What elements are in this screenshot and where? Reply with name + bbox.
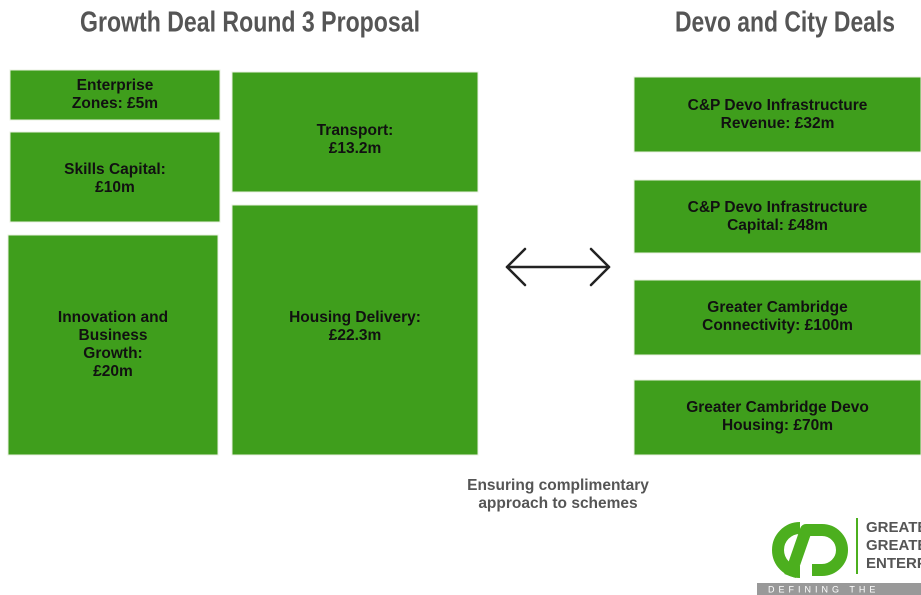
box — [7, 234, 219, 456]
box-text: £22.3m — [329, 327, 382, 344]
box-text: £10m — [95, 179, 135, 196]
box-text: Revenue: £32m — [721, 115, 835, 132]
box-text: £20m — [93, 363, 133, 380]
box-text: Transport: — [317, 122, 394, 139]
box-text: Innovation and — [58, 309, 168, 326]
box-text: Greater Cambridge Devo — [686, 399, 869, 416]
box-text: Zones: £5m — [72, 95, 158, 112]
logo-text: GREATER — [866, 537, 921, 554]
logo-text: GREATER — [866, 519, 921, 536]
box-text: Capital: £48m — [727, 217, 828, 234]
double-arrow — [505, 247, 611, 287]
box-text: Greater Cambridge — [707, 299, 848, 316]
box-text: C&P Devo Infrastructure — [688, 97, 868, 114]
box — [9, 131, 221, 223]
logo-mark — [757, 518, 921, 595]
box-text: Housing Delivery: — [289, 309, 421, 326]
box — [633, 179, 921, 254]
box — [633, 279, 921, 356]
box — [231, 204, 479, 456]
box — [633, 379, 921, 456]
box — [231, 71, 479, 193]
box — [633, 76, 921, 153]
box — [9, 69, 221, 121]
logo-text: ENTERPR — [866, 555, 921, 572]
box-text: Housing: £70m — [722, 417, 833, 434]
left-title: Growth Deal Round 3 Proposal — [80, 7, 420, 39]
box-text: C&P Devo Infrastructure — [688, 199, 868, 216]
box-text: Skills Capital: — [64, 161, 166, 178]
box-text: £13.2m — [329, 140, 382, 157]
box-text: Connectivity: £100m — [702, 317, 853, 334]
caption: approach to schemes — [478, 495, 637, 512]
right-title: Devo and City Deals — [675, 7, 895, 39]
logo-tagline: DEFINING THE — [768, 584, 879, 594]
caption: Ensuring complimentary — [467, 477, 649, 494]
box-text: Growth: — [83, 345, 142, 362]
box-text: Enterprise — [77, 77, 154, 94]
box-text: Business — [79, 327, 148, 344]
